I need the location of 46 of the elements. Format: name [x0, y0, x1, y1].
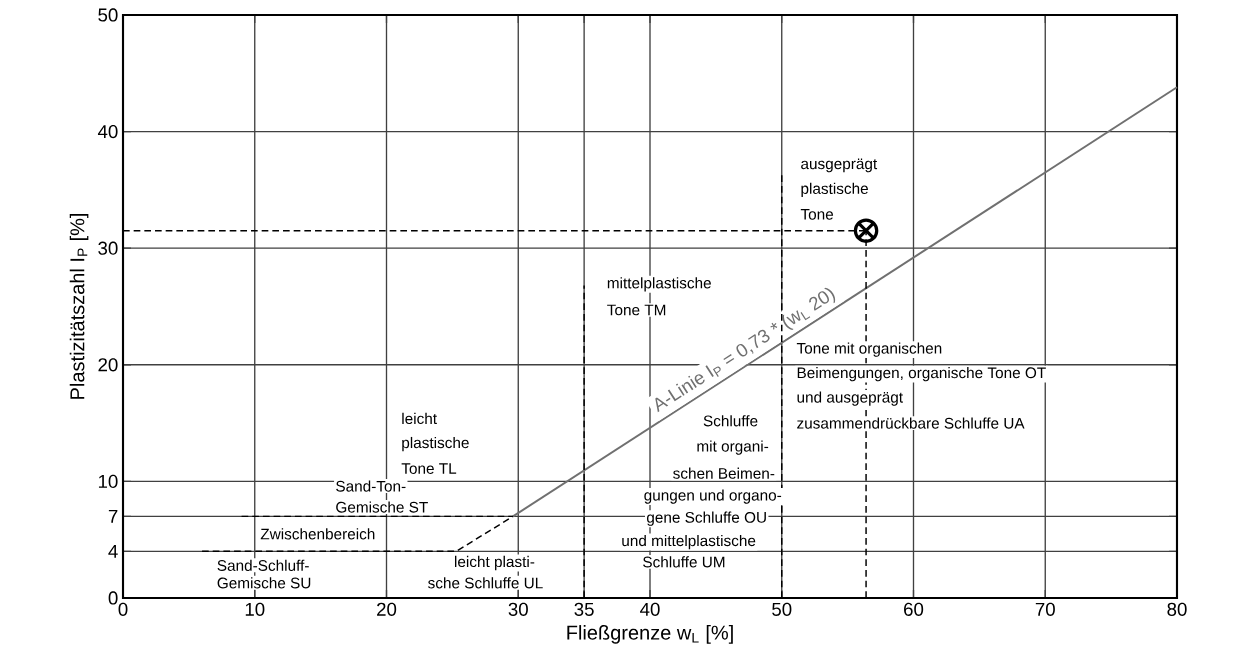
annotation: und mittelplastische [622, 534, 756, 550]
y-tick-label: 0 [108, 591, 118, 605]
x-tick-label: 50 [772, 602, 792, 616]
annotation: Sand-Schluff- [217, 559, 309, 571]
annotation: Gemische ST [336, 501, 428, 513]
annotation: gungen und organo- [644, 489, 782, 504]
annotation: zusammendrückbare Schluffe UA [797, 417, 1025, 429]
x-tick-label: 70 [1035, 602, 1055, 616]
annotation: plastische [402, 436, 469, 452]
y-axis-title: Plastizitätszahl I$_{P}$ [%] [69, 214, 89, 399]
annotation: Schluffe UM [643, 556, 725, 568]
annotation: Tone mit organischen [796, 342, 942, 357]
annotation: Tone TM [607, 304, 666, 316]
x-tick-label: 10 [245, 602, 265, 616]
annotation: leicht [402, 412, 437, 425]
annotation: schen Beimen- [673, 467, 775, 479]
annotation: und ausgeprägt [797, 391, 903, 406]
x-tick-label: 0 [118, 602, 128, 616]
x-axis-title: Fließgrenze w$_{L}$ [%] [567, 625, 733, 644]
y-tick-label: 50 [98, 8, 118, 22]
x-tick-label: 60 [904, 602, 924, 616]
y-tick-label: 7 [108, 509, 118, 523]
annotation: plastische [801, 182, 868, 198]
annotation: Schluffe [703, 415, 758, 427]
x-tick-label: 40 [640, 602, 660, 616]
annotation: Gemische SU [217, 577, 311, 589]
annotation: Tone [800, 209, 834, 220]
y-tick-label: 20 [98, 358, 118, 372]
annotation: leicht plasti- [455, 555, 535, 571]
annotation: mit organi- [697, 440, 769, 455]
x-tick-label: 80 [1167, 602, 1187, 616]
annotation: sche Schluffe UL [428, 577, 543, 589]
annotation: Zwischenbereich [260, 528, 375, 540]
x-tick-label: 20 [377, 602, 397, 616]
y-tick-label: 4 [108, 544, 118, 558]
x-tick-label: 35 [574, 602, 594, 616]
annotation: ausgeprägt [801, 158, 878, 173]
y-tick-label: 40 [97, 124, 118, 139]
x-tick-label: 30 [508, 602, 528, 616]
annotation: Beimengungen, organische Tone OT [797, 366, 1046, 382]
y-tick-label: 30 [98, 241, 118, 255]
annotation: Tone TL [401, 463, 457, 474]
annotation: Sand-Ton- [336, 480, 406, 492]
annotation: gene Schluffe OU [646, 511, 766, 526]
y-tick-label: 10 [98, 474, 118, 488]
annotation: mittelplastische [607, 277, 711, 292]
